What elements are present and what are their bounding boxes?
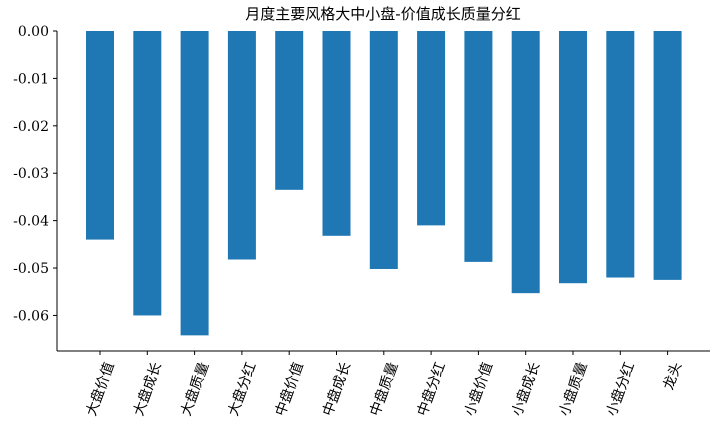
x-tick-label: 大盘质量 xyxy=(177,360,212,418)
y-tick-label: 0.00 xyxy=(18,24,49,40)
chart-title: 月度主要风格大中小盘-价值成长质量分红 xyxy=(245,5,520,23)
x-tick-label: 龙头 xyxy=(661,360,686,392)
bar-7 xyxy=(369,31,398,269)
x-tick-label: 中盘分红 xyxy=(414,360,449,418)
y-axis: 0.00 -0.01 -0.02 -0.03 -0.04 -0.05 -0.06 xyxy=(13,24,58,351)
y-tick-label: -0.06 xyxy=(13,308,49,324)
x-tick-label: 小盘分红 xyxy=(603,360,638,418)
x-tick-label: 中盘成长 xyxy=(319,360,354,418)
y-tick-label: -0.01 xyxy=(13,71,49,87)
bars-group xyxy=(86,31,682,336)
x-tick-label: 小盘质量 xyxy=(556,360,591,418)
bar-13 xyxy=(653,31,682,280)
bar-8 xyxy=(417,31,446,226)
bar-10 xyxy=(511,31,540,294)
x-tick-label: 中盘质量 xyxy=(366,360,401,418)
x-tick-label: 大盘成长 xyxy=(130,360,165,418)
bar-4 xyxy=(227,31,256,260)
x-tick-label: 小盘价值 xyxy=(461,360,496,418)
x-tick-label: 中盘价值 xyxy=(272,360,307,418)
y-tick-label: -0.05 xyxy=(13,261,49,277)
bar-9 xyxy=(464,31,493,262)
bar-3 xyxy=(180,31,209,336)
bar-1 xyxy=(86,31,114,240)
x-axis: 大盘价值 大盘成长 大盘质量 大盘分红 中盘价值 中盘成长 中盘质量 中盘分红 小盘价值 小盘成长… xyxy=(57,350,710,418)
x-tick-label: 小盘成长 xyxy=(508,360,543,418)
bar-2 xyxy=(133,31,162,316)
bar-6 xyxy=(322,31,351,236)
y-tick-label: -0.04 xyxy=(13,214,49,230)
bar-12 xyxy=(606,31,635,278)
x-tick-label: 大盘分红 xyxy=(225,360,260,418)
y-tick-label: -0.02 xyxy=(13,119,49,135)
bar-11 xyxy=(559,31,587,284)
x-tick-label: 大盘价值 xyxy=(83,360,118,418)
bar-5 xyxy=(275,31,304,190)
y-tick-label: -0.03 xyxy=(13,166,49,182)
